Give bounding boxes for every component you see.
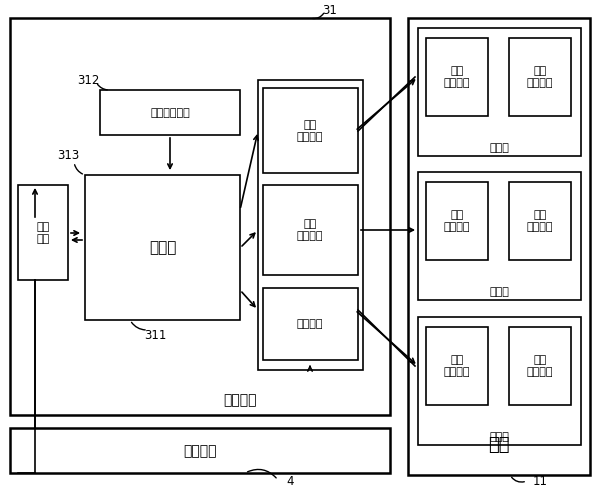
- Text: 4: 4: [286, 474, 294, 488]
- Text: 低频
振动装置: 低频 振动装置: [444, 66, 470, 88]
- Text: 中央区: 中央区: [489, 287, 509, 297]
- Bar: [10, 428, 390, 473]
- Text: 31: 31: [323, 3, 337, 17]
- Bar: [509, 327, 571, 405]
- Bar: [85, 175, 240, 320]
- Bar: [426, 182, 488, 260]
- Bar: [263, 185, 358, 275]
- Text: 电源单元: 电源单元: [183, 444, 217, 458]
- Bar: [263, 88, 358, 173]
- Bar: [426, 38, 488, 116]
- Bar: [408, 18, 590, 475]
- Text: 311: 311: [144, 328, 166, 342]
- Text: 右侧区: 右侧区: [489, 432, 509, 442]
- Bar: [426, 327, 488, 405]
- Text: 参数调整装置: 参数调整装置: [150, 108, 190, 118]
- Bar: [100, 90, 240, 135]
- Bar: [418, 317, 581, 445]
- Text: 控制单元: 控制单元: [223, 393, 257, 407]
- Text: 电机
驱动电路: 电机 驱动电路: [297, 120, 323, 142]
- Bar: [263, 288, 358, 360]
- Text: 控制器: 控制器: [149, 241, 176, 255]
- Bar: [10, 18, 390, 415]
- Text: 312: 312: [77, 74, 99, 87]
- Bar: [18, 185, 68, 280]
- Text: 面板: 面板: [488, 436, 510, 454]
- Text: 高频
振动装置: 高频 振动装置: [527, 355, 553, 377]
- Bar: [509, 38, 571, 116]
- Text: 高频
振动装置: 高频 振动装置: [527, 210, 553, 232]
- Bar: [418, 28, 581, 156]
- Text: 低频
振动装置: 低频 振动装置: [444, 355, 470, 377]
- Bar: [418, 172, 581, 300]
- Text: 低频
振动装置: 低频 振动装置: [444, 210, 470, 232]
- Text: 驱动电路: 驱动电路: [297, 319, 323, 329]
- Text: 11: 11: [533, 474, 548, 488]
- Text: 高频
振动装置: 高频 振动装置: [527, 66, 553, 88]
- Text: 左侧区: 左侧区: [489, 143, 509, 153]
- Text: 声波
激励电路: 声波 激励电路: [297, 219, 323, 241]
- Bar: [509, 182, 571, 260]
- Bar: [258, 80, 363, 370]
- Text: 电源
开关: 电源 开关: [37, 222, 50, 244]
- Text: 313: 313: [57, 148, 79, 162]
